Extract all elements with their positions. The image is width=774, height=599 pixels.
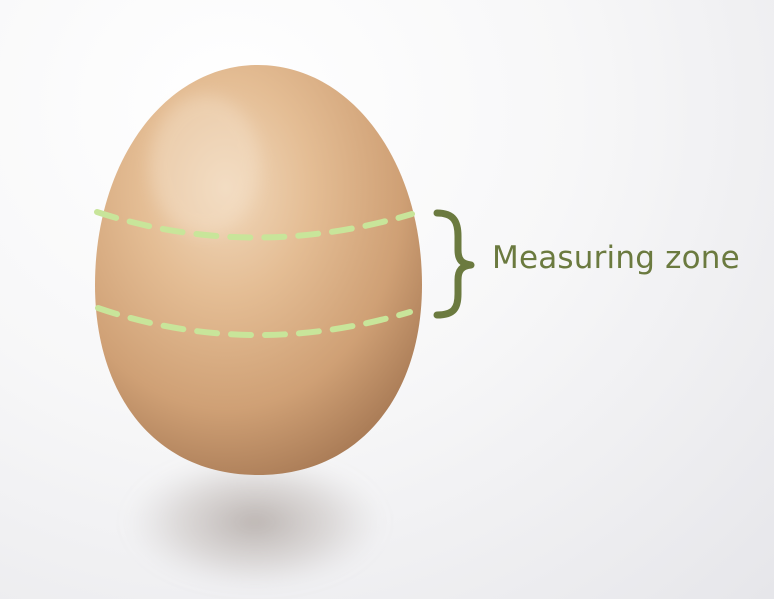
egg-shell: [95, 65, 422, 475]
upper-measuring-line: [94, 209, 415, 241]
egg-highlight: [150, 95, 260, 235]
measuring-zone-brace: [433, 209, 475, 319]
lower-measuring-line: [95, 305, 413, 338]
measuring-zone-label: Measuring zone: [492, 240, 740, 276]
egg-shadow: [125, 454, 385, 590]
